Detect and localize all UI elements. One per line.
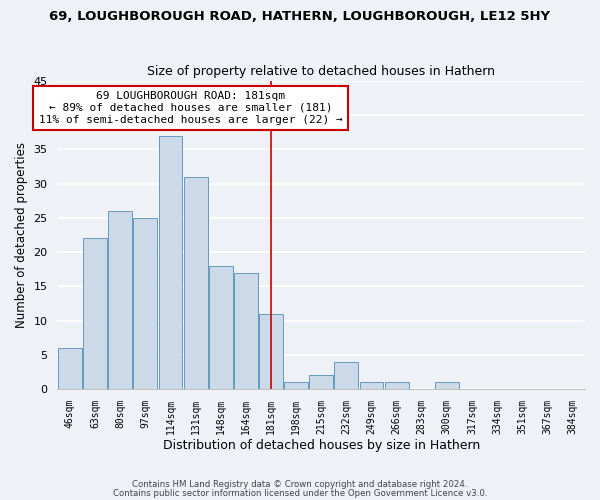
Bar	[209, 266, 233, 389]
Bar	[284, 382, 308, 389]
Bar	[334, 362, 358, 389]
Bar	[309, 376, 333, 389]
X-axis label: Distribution of detached houses by size in Hathern: Distribution of detached houses by size …	[163, 440, 480, 452]
Bar	[158, 136, 182, 389]
Bar	[133, 218, 157, 389]
Text: Contains HM Land Registry data © Crown copyright and database right 2024.: Contains HM Land Registry data © Crown c…	[132, 480, 468, 489]
Bar	[83, 238, 107, 389]
Bar	[234, 272, 258, 389]
Bar	[435, 382, 459, 389]
Text: 69, LOUGHBOROUGH ROAD, HATHERN, LOUGHBOROUGH, LE12 5HY: 69, LOUGHBOROUGH ROAD, HATHERN, LOUGHBOR…	[49, 10, 551, 23]
Y-axis label: Number of detached properties: Number of detached properties	[15, 142, 28, 328]
Bar	[385, 382, 409, 389]
Bar	[259, 314, 283, 389]
Bar	[184, 177, 208, 389]
Bar	[108, 211, 132, 389]
Text: 69 LOUGHBOROUGH ROAD: 181sqm
← 89% of detached houses are smaller (181)
11% of s: 69 LOUGHBOROUGH ROAD: 181sqm ← 89% of de…	[38, 92, 343, 124]
Bar	[58, 348, 82, 389]
Bar	[359, 382, 383, 389]
Text: Contains public sector information licensed under the Open Government Licence v3: Contains public sector information licen…	[113, 488, 487, 498]
Title: Size of property relative to detached houses in Hathern: Size of property relative to detached ho…	[147, 66, 495, 78]
